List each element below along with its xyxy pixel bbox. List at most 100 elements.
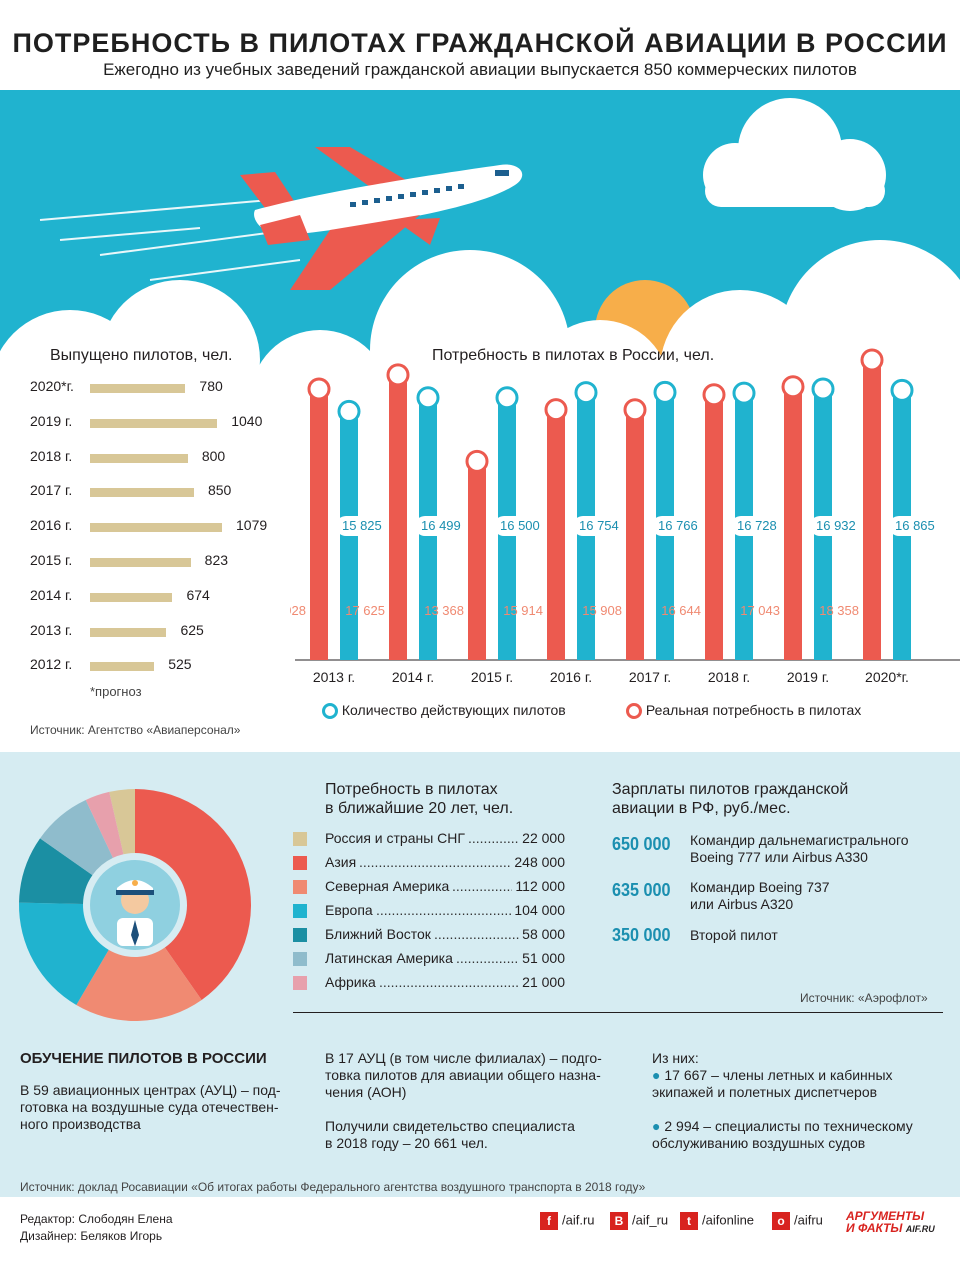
salary-desc-line: Boeing 777 или Airbus A330: [690, 849, 868, 865]
active-pilots-label: 16 766: [658, 518, 698, 533]
active-pilots-label: 16 865: [895, 518, 935, 533]
legend-swatch: [293, 904, 307, 918]
social-link-ok[interactable]: o/aifru: [772, 1212, 823, 1232]
donut-slice: [135, 789, 252, 1000]
odnoklassniki-icon: o: [772, 1212, 790, 1230]
region-label: Северная Америка: [325, 878, 450, 894]
divider: [293, 1012, 943, 1013]
social-label: /aifonline: [702, 1212, 755, 1228]
legend-real-marker: [626, 703, 642, 720]
twitter-icon: t: [680, 1212, 698, 1230]
training-text-line: готовка на воздушные суда отечествен-: [20, 1099, 279, 1115]
region-value: 104 000: [514, 902, 565, 918]
graduates-year-label: 2012 г.: [30, 656, 73, 673]
salary-desc-line: Командир дальнемагистрального: [690, 832, 909, 848]
graduates-value-label: 823: [204, 552, 229, 568]
graduates-bar: [90, 418, 218, 428]
value-label-bg: [652, 516, 704, 536]
graduates-year-label: 2013 г.: [30, 621, 73, 638]
real-demand-marker: [623, 398, 647, 422]
training-text-line: В 17 АУЦ (в том числе филиалах) – подго-: [325, 1050, 602, 1066]
graduates-bar: [90, 592, 173, 602]
graduates-value-label: 850: [207, 482, 232, 499]
real-demand-marker: [860, 348, 884, 372]
region-value: 58 000: [522, 926, 565, 942]
graduates-bar: [90, 523, 222, 533]
dot-leader: ........................................…: [452, 878, 512, 894]
vk-icon: B: [610, 1212, 628, 1230]
bullet-icon: ●: [652, 1067, 661, 1083]
region-label: Россия и страны СНГ: [325, 830, 465, 846]
active-pilots-marker: [811, 377, 835, 401]
active-pilots-marker: [890, 378, 914, 402]
demand-heading: Потребность в пилотах в России, чел.: [432, 347, 715, 364]
cloud-icon: [703, 98, 886, 211]
active-pilots-marker: [574, 381, 598, 405]
salary-heading-line2: авиации в РФ, руб./мес.: [612, 800, 791, 817]
graduates-year-label: 2019 г.: [30, 412, 73, 429]
region-row: Северная Америка 112 000.................…: [293, 878, 565, 900]
page-subtitle: Ежегодно из учебных заведений гражданско…: [103, 60, 857, 79]
region-value: 51 000: [522, 950, 565, 966]
real-demand-marker: [386, 363, 410, 387]
salary-value: 650 000: [612, 834, 671, 854]
graduates-year-label: 2016 г.: [30, 517, 73, 534]
facebook-icon: f: [540, 1212, 558, 1230]
legend-active-marker: [322, 703, 338, 720]
region-label: Африка: [325, 974, 376, 990]
donut-slice: [18, 902, 109, 1006]
legend-swatch: [293, 880, 307, 894]
pie-heading: Потребность в пилотах в ближайшие 20 лет…: [325, 780, 513, 818]
bullet-icon: ●: [652, 1118, 661, 1134]
graduates-value-label: 800: [201, 447, 226, 464]
graduates-year-label: 2014 г.: [30, 586, 73, 603]
training-text-line: Получили свидетельство специалиста: [325, 1118, 575, 1134]
donut-slice: [85, 791, 124, 858]
region-row: Африка 21 000............................…: [293, 974, 565, 996]
training-text-line: 2 994 – специалисты по техническому: [664, 1118, 913, 1134]
graduates-bar: [90, 627, 167, 637]
training-text-line: в 2018 году – 20 661 чел.: [325, 1135, 488, 1151]
social-link-vk[interactable]: B/aif_ru: [610, 1212, 668, 1232]
region-row: Европа 104 000...........................…: [293, 902, 565, 924]
active-pilots-label: 16 500: [500, 518, 540, 533]
real-demand-label: 18 358: [819, 603, 859, 618]
social-link-facebook[interactable]: f/aif.ru: [540, 1212, 595, 1232]
x-tick-label: 2018 г.: [708, 669, 750, 685]
region-row: Ближний Восток 58 000....................…: [293, 926, 565, 948]
active-pilots-marker: [495, 386, 519, 410]
donut-slice: [19, 838, 93, 904]
designer-credit: Дизайнер: Беляков Игорь: [20, 1229, 163, 1243]
salary-heading-line1: Зарплаты пилотов гражданской: [612, 781, 849, 798]
salary-desc: Командир Boeing 737 или Airbus A320: [690, 879, 950, 913]
legend-real-label: Реальная потребность в пилотах: [645, 702, 862, 718]
dot-leader: ........................................…: [468, 830, 519, 846]
region-row: Азия 248 000.............................…: [293, 854, 565, 876]
editor-credit: Редактор: Слободян Елена: [20, 1212, 173, 1226]
training-text-line: В 59 авиационных центрах (АУЦ) – под-: [20, 1082, 281, 1098]
dot-leader: ........................................…: [359, 854, 511, 870]
region-label: Европа: [325, 902, 373, 918]
salary-source: Источник: «Аэрофлот»: [800, 991, 928, 1005]
legend-swatch: [293, 928, 307, 942]
social-label: /aif_ru: [632, 1212, 669, 1228]
graduates-year-label: 2020*г.: [30, 378, 74, 394]
logo-line: И ФАКТЫ: [846, 1221, 903, 1235]
region-value: 112 000: [515, 878, 565, 894]
social-link-twitter[interactable]: t/aifonline: [680, 1212, 754, 1232]
salary-desc: Командир дальнемагистрального Boeing 777…: [690, 832, 950, 866]
x-tick-label: 2015 г.: [471, 669, 513, 685]
graduates-bar: [90, 558, 191, 567]
legend-swatch: [293, 856, 307, 870]
aif-logo[interactable]: АРГУМЕНТЫ И ФАКТЫ AIF.RU: [846, 1210, 946, 1240]
real-demand-marker: [544, 398, 568, 422]
salary-desc-line: Командир Boeing 737: [690, 879, 830, 895]
forecast-note: *прогноз: [90, 684, 142, 699]
real-demand-bar: [389, 374, 407, 660]
donut-slice: [40, 799, 113, 876]
logo-line: АРГУМЕНТЫ: [846, 1209, 925, 1223]
pie-heading-line1: Потребность в пилотах: [325, 781, 498, 798]
graduates-value-label: 1079: [236, 517, 268, 534]
pilot-avatar-icon: [90, 860, 180, 950]
active-pilots-label: 16 932: [816, 518, 856, 533]
